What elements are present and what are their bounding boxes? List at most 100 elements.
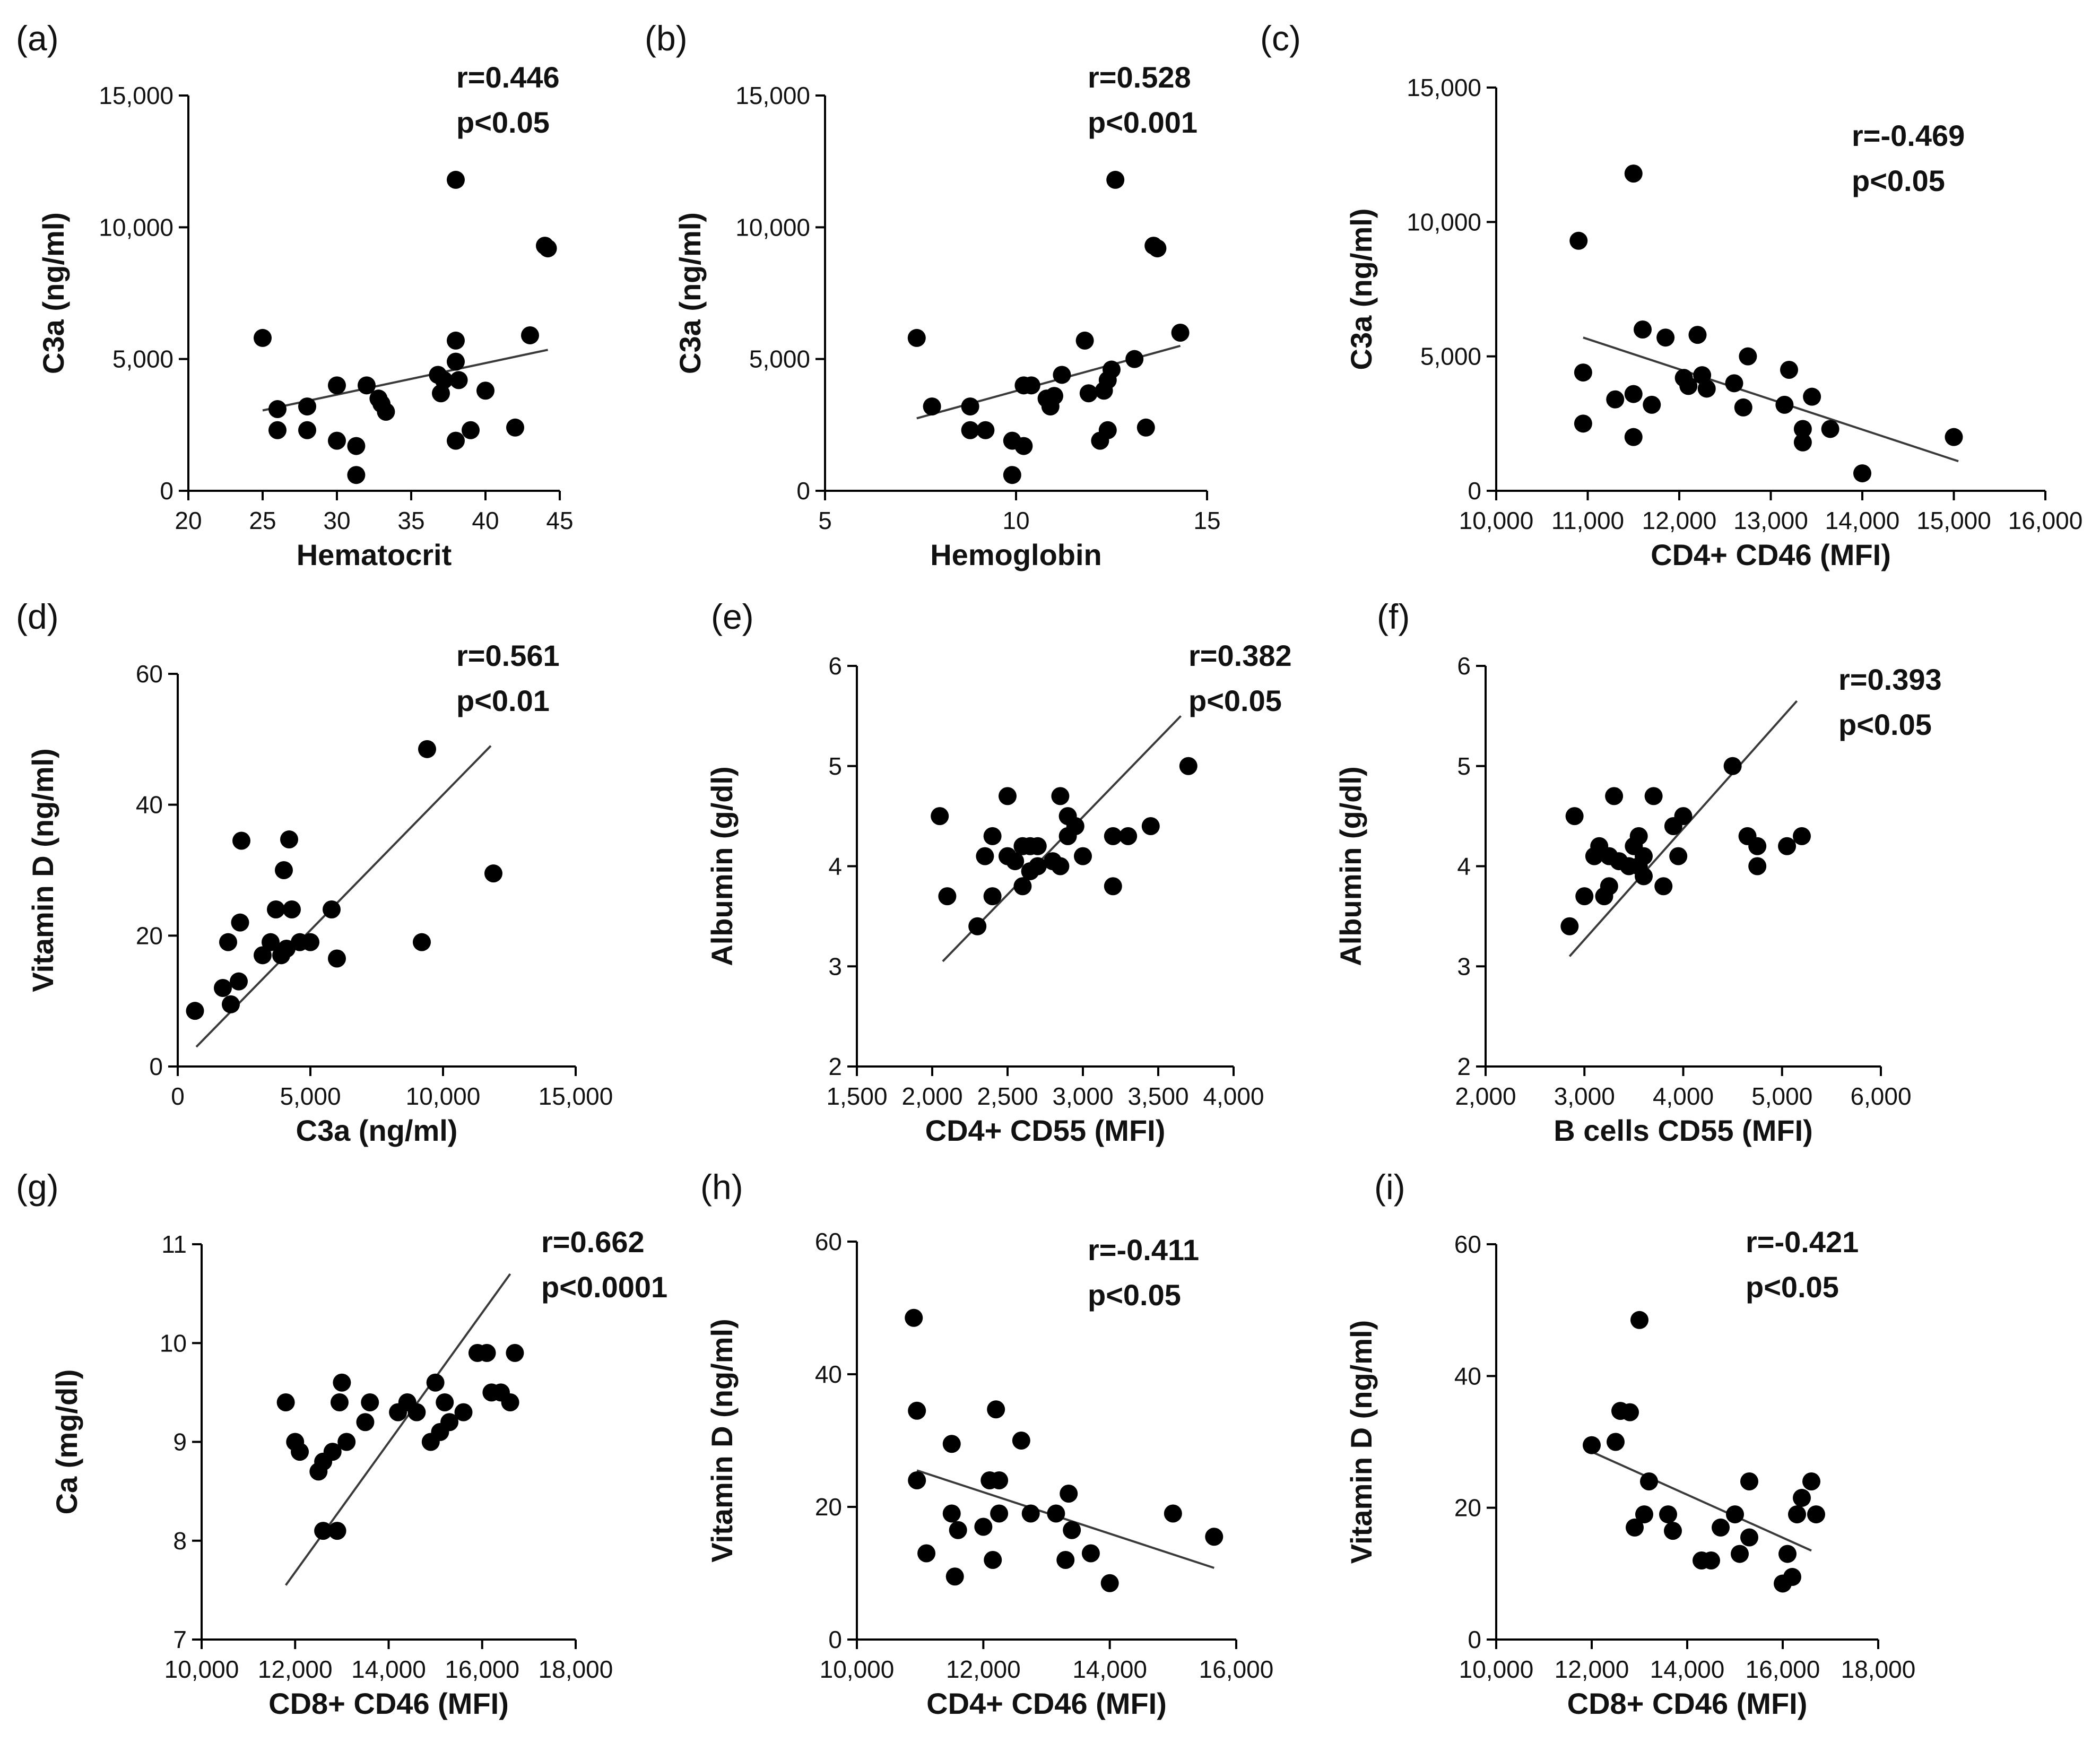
- data-point: [1006, 852, 1025, 871]
- data-point: [506, 418, 524, 437]
- y-tick-label: 40: [815, 1360, 842, 1388]
- y-axis-title: Vitamin D (ng/ml): [1344, 1320, 1378, 1564]
- x-tick-label: 13,000: [1733, 507, 1808, 534]
- data-point: [435, 371, 453, 389]
- x-tick-label: 14,000: [351, 1655, 426, 1683]
- data-point: [1740, 1472, 1758, 1490]
- x-tick-label: 0: [171, 1082, 185, 1110]
- y-tick-label: 8: [173, 1527, 187, 1555]
- data-point: [1045, 387, 1063, 405]
- data-point: [1003, 466, 1021, 484]
- data-point: [478, 1343, 496, 1362]
- correlation-r: r=0.393: [1838, 663, 1942, 696]
- scatter-panel-2: (b) r=0.528 p<0.001 5 10 15 0 5,000 10,000 15,000…: [645, 19, 1221, 571]
- p-value: p<0.05: [1838, 708, 1932, 741]
- y-tick-label: 60: [136, 660, 163, 688]
- y-tick-label: 20: [1454, 1494, 1481, 1522]
- data-point: [983, 887, 1002, 906]
- data-point: [298, 397, 316, 416]
- data-point: [1659, 1505, 1677, 1524]
- y-axis-title: Vitamin D (ng/ml): [705, 1319, 739, 1562]
- data-point: [1119, 827, 1138, 845]
- y-tick-label: 15,000: [1407, 74, 1481, 101]
- data-point: [276, 1393, 295, 1411]
- data-point: [214, 979, 232, 997]
- x-tick-label: 15: [1193, 507, 1220, 534]
- data-point: [232, 831, 250, 850]
- data-point: [1560, 917, 1579, 935]
- data-point: [983, 827, 1002, 845]
- p-value: p<0.05: [456, 106, 550, 139]
- data-point: [961, 421, 979, 439]
- data-point: [1793, 433, 1812, 452]
- scatter-panel-1: (a) r=0.446 p<0.05 20 25 30 35 40 45 0 5,000 10,000…: [16, 19, 574, 571]
- data-point: [1669, 847, 1688, 865]
- data-point: [908, 1471, 926, 1489]
- x-tick-label: 3,000: [1052, 1082, 1113, 1110]
- data-point: [1141, 817, 1160, 835]
- p-value: p<0.0001: [541, 1270, 667, 1304]
- data-point: [1945, 428, 1963, 446]
- data-point: [501, 1393, 519, 1411]
- x-tick-label: 5: [818, 507, 832, 534]
- y-tick-label: 10,000: [99, 213, 173, 241]
- data-point: [1783, 1568, 1801, 1586]
- data-point: [333, 1373, 351, 1392]
- data-point: [418, 740, 436, 758]
- scatter-panel-4: (d) r=0.561 p<0.01 0 5,000 10,000 15,000 0 20 40 6…: [16, 597, 613, 1147]
- data-point: [1100, 1574, 1119, 1592]
- y-tick-label: 3: [828, 952, 842, 980]
- data-point: [1821, 420, 1839, 438]
- data-point: [314, 1522, 333, 1540]
- data-point: [1013, 877, 1032, 896]
- data-point: [521, 326, 539, 344]
- data-point: [1028, 857, 1047, 875]
- y-tick-label: 0: [796, 477, 810, 505]
- y-tick-label: 10,000: [735, 213, 810, 241]
- data-point: [945, 1567, 964, 1586]
- x-tick-label: 18,000: [1841, 1655, 1916, 1683]
- x-tick-label: 12,000: [946, 1655, 1021, 1683]
- data-point: [917, 1544, 936, 1563]
- data-point: [1702, 1551, 1720, 1569]
- x-tick-label: 10,000: [164, 1655, 239, 1683]
- data-point: [1740, 1528, 1758, 1547]
- regression-line: [1591, 1451, 1812, 1552]
- data-point: [1179, 757, 1197, 775]
- y-axis-title: C3a (ng/ml): [1344, 209, 1378, 370]
- correlation-r: r=0.382: [1188, 639, 1292, 672]
- data-point: [1056, 1551, 1075, 1569]
- x-tick-label: 2,000: [901, 1082, 962, 1110]
- data-point: [1793, 420, 1812, 438]
- y-tick-label: 40: [136, 791, 163, 819]
- x-tick-label: 10,000: [1459, 1655, 1534, 1683]
- x-tick-label: 10,000: [1459, 507, 1534, 534]
- data-point: [291, 1443, 309, 1461]
- data-point: [186, 1002, 204, 1020]
- data-point: [1635, 1505, 1653, 1524]
- data-point: [976, 421, 995, 439]
- data-point: [347, 437, 366, 455]
- data-point: [447, 331, 465, 350]
- data-point: [1634, 320, 1652, 339]
- data-point: [440, 1413, 459, 1432]
- y-tick-label: 5,000: [749, 345, 810, 373]
- x-tick-label: 10,000: [820, 1655, 895, 1683]
- y-tick-label: 15,000: [735, 82, 810, 109]
- x-axis-title: Hemoglobin: [930, 538, 1102, 571]
- data-point: [1726, 1505, 1744, 1524]
- data-point: [449, 371, 468, 389]
- p-value: p<0.001: [1088, 106, 1197, 139]
- data-point: [1051, 857, 1070, 875]
- y-tick-label: 0: [1468, 1626, 1481, 1653]
- data-point: [1583, 1436, 1601, 1454]
- data-point: [1075, 331, 1094, 350]
- y-tick-label: 9: [173, 1428, 187, 1456]
- data-point: [254, 946, 272, 965]
- x-tick-label: 12,000: [1555, 1655, 1629, 1683]
- x-tick-label: 25: [249, 507, 276, 534]
- y-axis-title: Albumin (g/dl): [1334, 766, 1367, 966]
- panel-label: (d): [16, 597, 59, 636]
- y-tick-label: 5: [828, 752, 842, 780]
- data-point: [1793, 1489, 1811, 1507]
